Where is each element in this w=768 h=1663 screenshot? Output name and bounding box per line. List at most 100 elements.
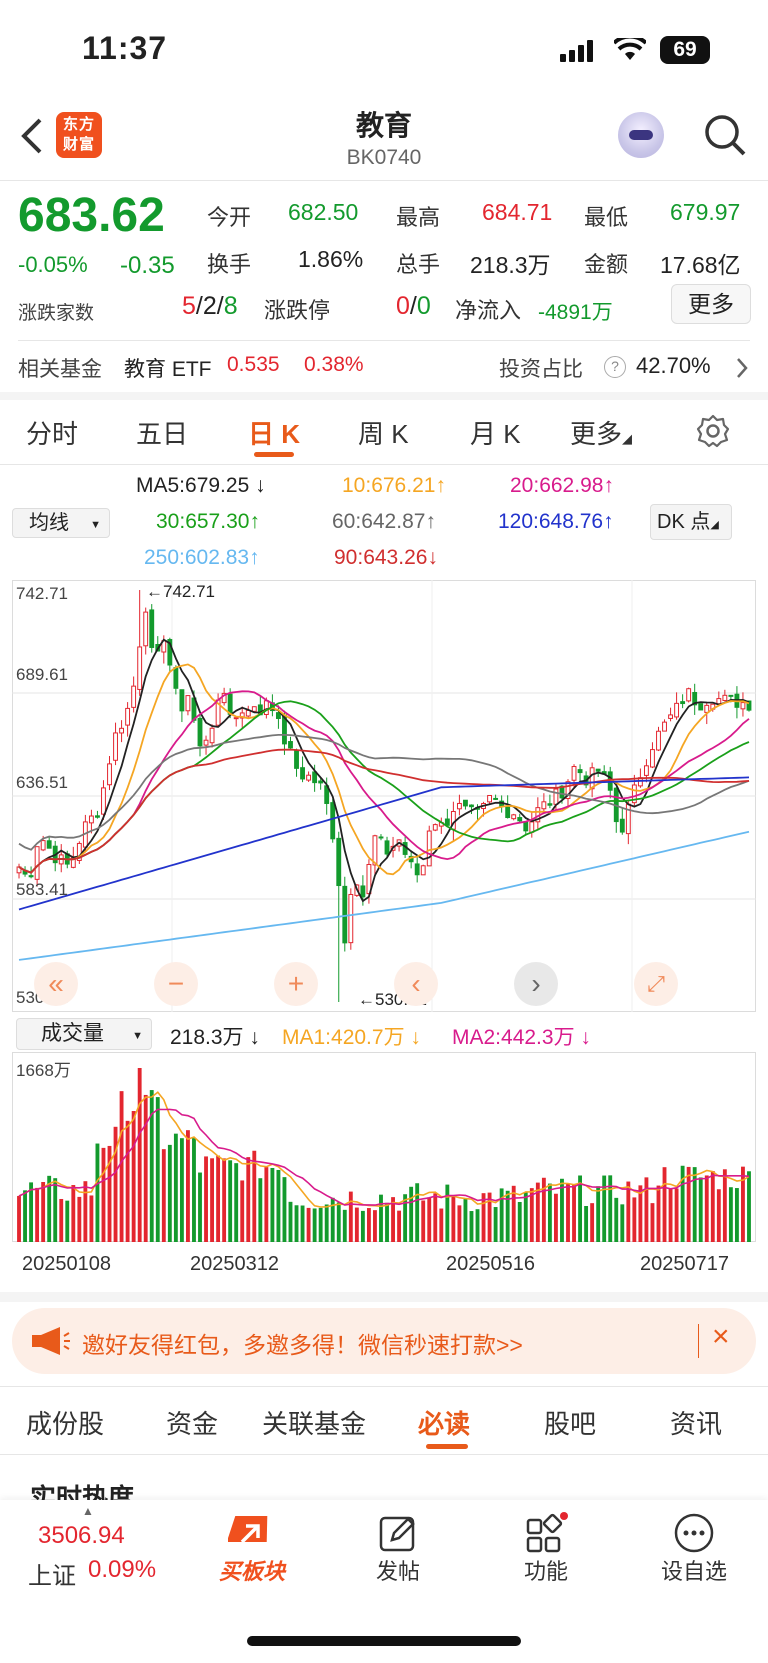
inflow-value: -4891万 [538,301,613,324]
candle-body [493,797,499,800]
post-button[interactable]: 发帖 [358,1512,438,1586]
tab-related-funds[interactable]: 关联基金 [262,1409,367,1439]
volume-chart[interactable] [12,1052,756,1242]
tab-monthly-k[interactable]: 月 K [470,419,521,449]
amount-value: 17.68亿 [660,252,741,278]
volume-bar [457,1205,462,1242]
kline-chart[interactable] [12,580,756,1012]
back-icon[interactable] [20,116,44,156]
ma90-value: 90:643.26 [334,546,428,569]
volume-bar [391,1197,395,1242]
date-label: 20250312 [190,1253,279,1275]
search-icon[interactable] [704,114,746,156]
volume-bar [517,1202,522,1242]
candle-body [668,714,673,719]
volume-ma2: MA2:442.3万 ↓ [452,1026,591,1049]
more-button[interactable]: 更多 [671,284,751,324]
candle-body [523,821,529,832]
volume-ma2-value: MA2:442.3万 [452,1026,575,1049]
candle-body [34,846,40,880]
volume-bar [626,1181,631,1242]
add-watchlist-label: 设自选 [660,1559,727,1584]
volume-bar [373,1210,377,1242]
index-percent[interactable]: 0.09% [88,1556,157,1583]
ma-selector[interactable]: 均线 ▼ [12,508,110,538]
volume-bar [445,1184,450,1242]
volume-bar [668,1188,673,1242]
edit-icon [379,1516,415,1552]
volume-bar [523,1192,528,1242]
step-right-icon[interactable]: › [514,962,558,1006]
volume-selector[interactable]: 成交量 ▼ [16,1018,152,1050]
volume-bar [59,1198,64,1242]
volume-bar [119,1091,124,1242]
chevron-right-icon[interactable] [736,357,748,379]
volume-bar [264,1167,269,1242]
volume-bar [300,1205,305,1242]
candle-body [360,885,366,898]
candle-body [698,703,704,711]
zoom-in-icon[interactable]: + [274,962,318,1006]
buy-sector-button[interactable]: 买板块 [212,1512,292,1586]
volume-bar [83,1181,88,1242]
volume-bar [547,1183,552,1242]
date-label: 20250108 [22,1253,111,1275]
tab-more[interactable]: 更多◢ [570,419,633,449]
candle-body [686,688,692,702]
tab-news[interactable]: 资讯 [670,1409,723,1439]
volume-bar [101,1147,106,1242]
settings-icon[interactable] [696,414,730,448]
candle-body [746,700,752,711]
updown-label: 涨跌家数 [18,303,95,324]
functions-button[interactable]: 功能 [506,1512,586,1586]
tab-constituents[interactable]: 成份股 [26,1409,105,1439]
zoom-out-icon[interactable]: − [154,962,198,1006]
candle-body [680,701,686,705]
add-watchlist-button[interactable]: 设自选 [654,1512,734,1586]
assistant-avatar[interactable] [618,112,664,158]
volume-label: 总手 [396,252,441,277]
volume-bar [499,1188,504,1242]
step-left-icon[interactable]: ‹ [394,962,438,1006]
index-name[interactable]: 上证 [28,1563,76,1590]
rewind-icon[interactable]: « [34,962,78,1006]
chart-tabs: 分时 五日 日 K 周 K 月 K 更多◢ [0,400,768,464]
volume-bar [427,1197,432,1242]
dk-point-button[interactable]: DK 点◢ [650,504,732,540]
tab-daily-k[interactable]: 日 K [248,419,301,449]
ma5-label: MA5:679.25 ↓ [136,474,266,497]
help-icon[interactable]: ? [604,356,626,378]
volume-bar [336,1202,341,1242]
volume-bar [379,1194,383,1242]
volume-bar [240,1180,245,1242]
candle-body [125,707,131,726]
invest-ratio-value: 42.70% [636,353,711,378]
tab-forum[interactable]: 股吧 [544,1409,597,1439]
tab-funds-flow[interactable]: 资金 [166,1409,219,1439]
volume-bar [638,1185,643,1242]
index-value[interactable]: 3506.94 [38,1522,125,1549]
buy-sector-label: 买板块 [218,1559,285,1584]
candle-body [143,611,149,647]
volume-bar [276,1169,281,1242]
fund-name[interactable]: 教育 ETF [124,358,212,381]
volume-selector-label: 成交量 [41,1022,104,1045]
volume-bar [204,1156,208,1242]
volume-bar [77,1196,82,1242]
tab-intraday[interactable]: 分时 [26,419,79,449]
candle-body [275,712,281,719]
close-icon[interactable]: × [712,1320,730,1353]
ma10-value: 10:676.21 [342,474,436,497]
candle-body [113,732,118,761]
tab-five-day[interactable]: 五日 [136,419,189,449]
volume-bar [125,1120,130,1242]
tab-weekly-k[interactable]: 周 K [358,419,409,449]
fullscreen-icon[interactable]: ⤢ [634,962,678,1006]
promo-banner[interactable]: 邀好友得红包，多邀多得！微信秒速打款>> × [12,1308,756,1374]
tab-must-read[interactable]: 必读 [418,1409,471,1439]
battery-icon: 69 [660,36,710,64]
app-logo[interactable]: 东方财富 [56,112,102,158]
volume-bar [566,1183,570,1242]
volume-bar [216,1155,221,1242]
candle-body [692,691,698,706]
